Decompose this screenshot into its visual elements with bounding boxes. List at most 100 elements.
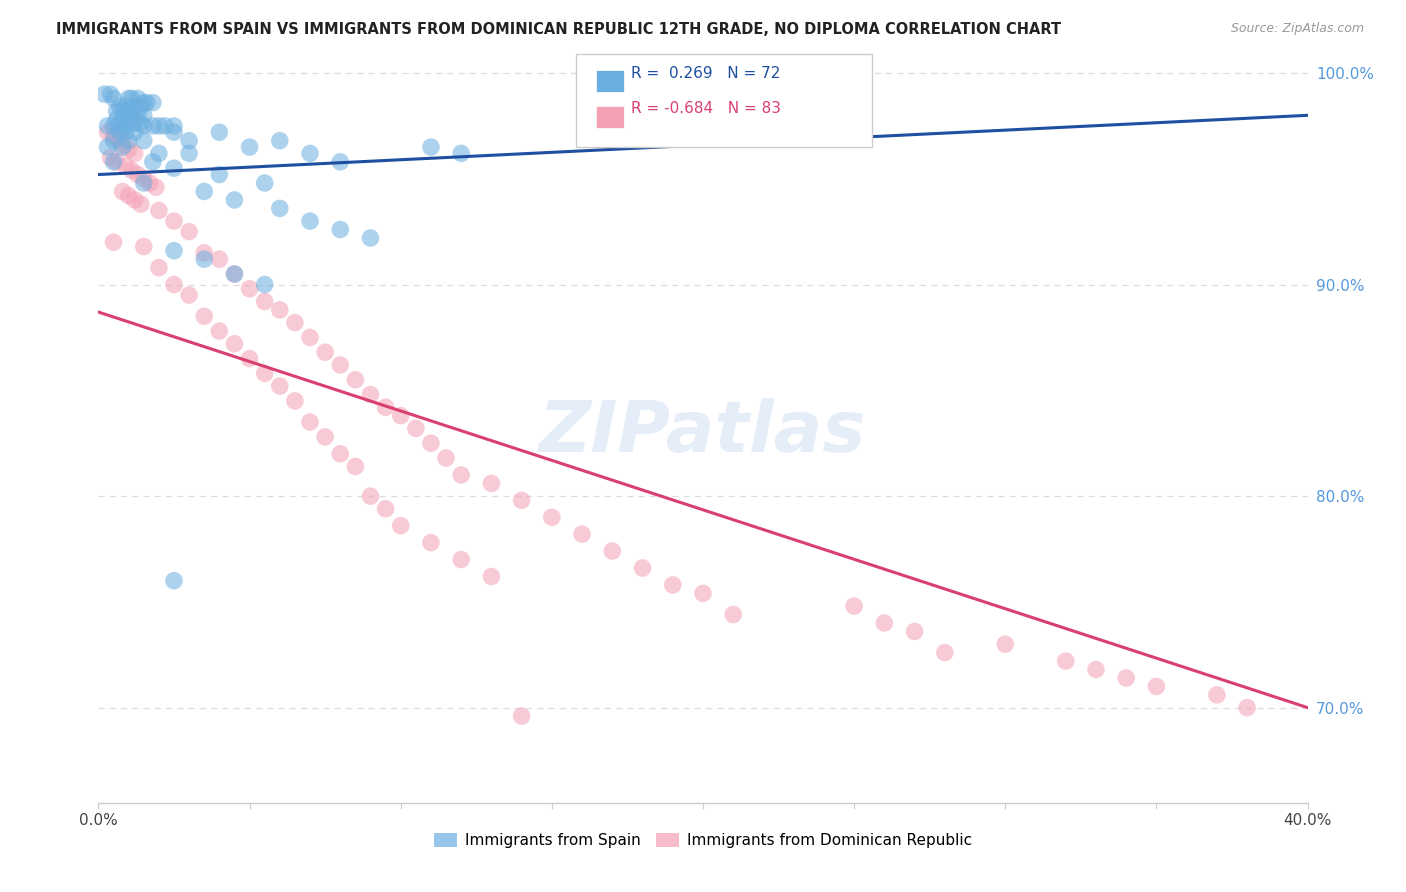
Point — [148, 119, 170, 133]
Point — [1054, 654, 1077, 668]
Point — [224, 193, 246, 207]
Point — [994, 637, 1017, 651]
Point — [118, 134, 141, 148]
Point — [100, 151, 122, 165]
Point — [253, 367, 276, 381]
Point — [224, 336, 246, 351]
Point — [118, 112, 141, 127]
Point — [145, 180, 167, 194]
Text: R =  0.269   N = 72: R = 0.269 N = 72 — [631, 66, 780, 80]
Point — [208, 125, 231, 139]
Point — [127, 168, 149, 182]
Point — [481, 476, 503, 491]
Point — [208, 168, 231, 182]
Point — [118, 104, 141, 119]
Point — [179, 134, 201, 148]
Point — [284, 316, 307, 330]
Point — [873, 615, 896, 630]
Point — [450, 552, 472, 566]
Point — [139, 176, 162, 190]
Point — [103, 119, 125, 133]
Point — [108, 134, 131, 148]
Point — [299, 214, 322, 228]
Point — [163, 161, 186, 176]
Point — [153, 119, 176, 133]
Point — [111, 104, 134, 119]
Point — [284, 393, 307, 408]
Point — [142, 119, 165, 133]
Point — [193, 252, 215, 267]
Point — [163, 125, 186, 139]
Point — [163, 244, 186, 258]
Point — [179, 146, 201, 161]
Point — [132, 95, 155, 110]
Point — [127, 108, 149, 122]
Point — [934, 646, 956, 660]
Point — [434, 450, 457, 465]
Point — [1144, 680, 1167, 694]
Point — [374, 401, 396, 415]
Point — [96, 119, 118, 133]
Point — [314, 345, 336, 359]
Point — [329, 358, 352, 372]
Point — [179, 225, 201, 239]
Point — [360, 489, 382, 503]
Point — [631, 561, 654, 575]
Point — [118, 91, 141, 105]
Point — [148, 260, 170, 275]
Point — [103, 91, 125, 105]
Point — [142, 154, 165, 169]
Point — [344, 459, 367, 474]
Point — [253, 277, 276, 292]
Point — [602, 544, 624, 558]
Point — [269, 379, 291, 393]
Point — [132, 108, 155, 122]
Point — [405, 421, 427, 435]
Point — [1206, 688, 1229, 702]
Point — [105, 112, 128, 127]
Point — [103, 129, 125, 144]
Point — [420, 436, 443, 450]
Point — [450, 146, 472, 161]
Point — [329, 447, 352, 461]
Point — [124, 117, 146, 131]
Point — [692, 586, 714, 600]
Point — [299, 146, 322, 161]
Point — [114, 100, 136, 114]
Point — [118, 188, 141, 202]
Point — [108, 100, 131, 114]
Point — [329, 222, 352, 236]
Text: Source: ZipAtlas.com: Source: ZipAtlas.com — [1230, 22, 1364, 36]
Point — [1236, 700, 1258, 714]
Point — [420, 535, 443, 549]
Point — [111, 185, 134, 199]
Point — [344, 373, 367, 387]
Point — [510, 709, 533, 723]
Point — [269, 202, 291, 216]
Point — [1115, 671, 1137, 685]
Point — [481, 569, 503, 583]
Point — [132, 239, 155, 253]
Point — [360, 387, 382, 401]
Point — [269, 134, 291, 148]
Point — [105, 104, 128, 119]
Point — [163, 214, 186, 228]
Point — [389, 518, 412, 533]
Point — [124, 125, 146, 139]
Point — [142, 95, 165, 110]
Point — [103, 235, 125, 250]
Text: R = -0.684   N = 83: R = -0.684 N = 83 — [631, 102, 782, 116]
Point — [108, 125, 131, 139]
Point — [118, 142, 141, 156]
Point — [723, 607, 745, 622]
Point — [96, 125, 118, 139]
Point — [114, 159, 136, 173]
Legend: Immigrants from Spain, Immigrants from Dominican Republic: Immigrants from Spain, Immigrants from D… — [429, 827, 977, 855]
Point — [269, 302, 291, 317]
Point — [224, 267, 246, 281]
Point — [121, 108, 143, 122]
Point — [163, 277, 186, 292]
Point — [1085, 663, 1108, 677]
Point — [193, 185, 215, 199]
Point — [163, 574, 186, 588]
